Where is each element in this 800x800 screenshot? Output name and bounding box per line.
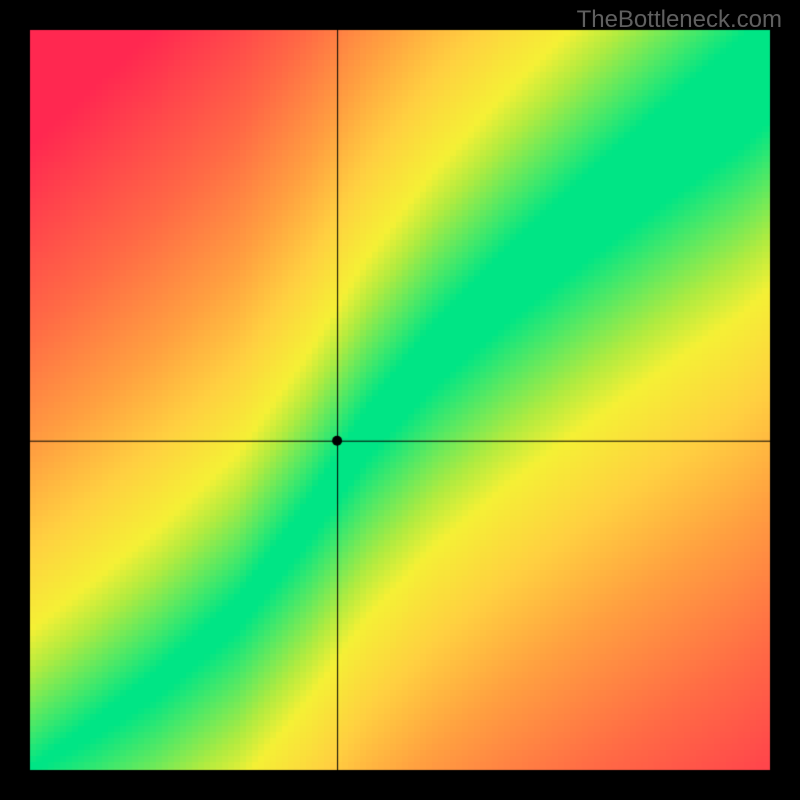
watermark-text: TheBottleneck.com bbox=[577, 6, 782, 34]
heatmap-canvas bbox=[0, 0, 800, 800]
